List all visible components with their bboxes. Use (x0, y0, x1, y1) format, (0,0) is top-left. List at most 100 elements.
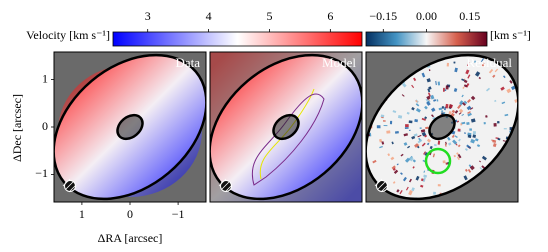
residual-speck (496, 47, 499, 49)
residual-speck (466, 105, 472, 111)
residual-speck (470, 138, 476, 144)
residual-speck (439, 231, 441, 235)
residual-speck (399, 222, 403, 227)
residual-speck (427, 92, 431, 97)
panel (54, 52, 206, 202)
residual-speck (454, 135, 458, 139)
disk-outline (366, 53, 518, 201)
residual-speck (433, 191, 436, 195)
residual-speck (408, 190, 413, 196)
beam-hatch (374, 178, 383, 187)
residual-speck (461, 121, 466, 125)
colorbar-label: Velocity [km s⁻¹] (26, 28, 110, 42)
residual-speck (523, 67, 527, 71)
residual-speck (494, 68, 499, 73)
panel-title: Model (322, 55, 356, 70)
residual-speck (408, 156, 414, 162)
residual-speck (463, 84, 468, 88)
residual-speck (467, 112, 472, 117)
residual-speck (433, 143, 437, 147)
residual-speck (453, 61, 456, 64)
residual-speck (421, 117, 427, 121)
panel-frame (365, 51, 519, 203)
residual-speck (454, 25, 456, 27)
residual-speck (496, 46, 500, 50)
residual-speck (437, 184, 441, 187)
residual-speck (526, 153, 531, 157)
residual-speck (437, 140, 441, 145)
beam (376, 180, 388, 192)
residual-speck (509, 127, 514, 131)
panel (210, 52, 362, 202)
residual-speck (430, 94, 435, 100)
residual-speck (481, 62, 485, 67)
residual-speck (446, 62, 450, 67)
residual-speck (431, 114, 435, 118)
residual-speck (451, 134, 455, 139)
residual-speck (456, 156, 460, 161)
residual-speck (419, 25, 422, 29)
residual-speck (408, 178, 412, 183)
residual-speck (540, 127, 542, 129)
residual-speck (392, 181, 396, 184)
residual-speck (400, 172, 403, 175)
residual-speck (453, 88, 458, 93)
residual-speck (435, 26, 439, 28)
residual-speck (467, 74, 471, 79)
residual-speck (429, 145, 433, 150)
residual-speck (421, 142, 426, 147)
residual-speck (422, 177, 426, 182)
residual-speck (454, 110, 459, 114)
residual-speck (456, 120, 460, 123)
residual-speck (472, 134, 477, 138)
residual-speck (408, 120, 413, 124)
residual-speck (434, 23, 436, 27)
residual-speck (533, 103, 538, 107)
residual-speck (404, 157, 411, 163)
highlight-circle (424, 147, 452, 175)
residual-speck (381, 141, 385, 145)
residual-speck (443, 87, 445, 92)
residual-speck (457, 144, 461, 148)
inner-mask (272, 113, 300, 141)
panel-title: Residual (467, 55, 513, 70)
residual-speck (413, 77, 417, 82)
residual-speck (445, 141, 447, 145)
residual-speck (522, 65, 526, 69)
residual-speck (538, 92, 541, 96)
residual-speck (445, 103, 449, 109)
beam-hatch (224, 184, 233, 193)
residual-speck (423, 170, 426, 173)
residual-speck (426, 142, 430, 146)
residual-speck (394, 130, 399, 134)
residual-speck (432, 116, 436, 121)
residual-speck (463, 175, 468, 181)
residual-speck (451, 109, 456, 114)
inner-mask (428, 113, 456, 141)
residual-speck (465, 69, 470, 75)
residual-speck (426, 95, 431, 100)
residual-speck (414, 119, 418, 123)
residual-speck (467, 111, 471, 114)
panel (366, 23, 542, 235)
residual-speck (464, 206, 466, 208)
residual-speck (479, 27, 483, 31)
residual-speck (443, 112, 446, 115)
colorbar (112, 31, 363, 47)
residual-speck (530, 143, 532, 145)
residual-speck (389, 120, 393, 125)
residual-speck (441, 110, 444, 112)
residual-speck (520, 77, 524, 81)
residual-speck (387, 153, 391, 157)
residual-speck (493, 122, 497, 127)
residual-speck (528, 92, 533, 95)
beam (220, 180, 232, 192)
residual-speck (478, 76, 481, 80)
inner-mask (116, 113, 144, 141)
residual-speck (428, 86, 432, 90)
residual-speck (497, 137, 501, 141)
residual-speck (386, 130, 391, 134)
residual-speck (415, 108, 421, 113)
colorbar-tick-label: 3 (145, 9, 151, 23)
residual-speck (415, 99, 418, 103)
